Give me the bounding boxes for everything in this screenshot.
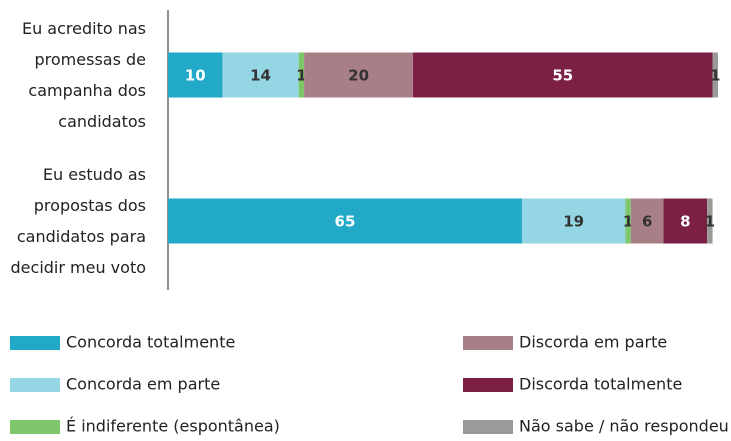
value-label: 14 [250, 67, 271, 85]
legend-swatch [10, 336, 60, 350]
value-label: 1 [710, 67, 720, 85]
bar-segment [712, 52, 718, 98]
legend-label: Discorda totalmente [519, 375, 682, 394]
value-label: 10 [185, 67, 206, 85]
bar-segment [413, 52, 713, 98]
bar-segment [521, 198, 626, 244]
bar-segment [168, 52, 223, 98]
bar-segment [168, 198, 522, 244]
legend-swatch [463, 378, 513, 392]
legend-label: Não sabe / não respondeu [519, 417, 729, 436]
bar-segment [298, 52, 305, 98]
legend-swatch [463, 336, 513, 350]
category-label: Eu acredito nas promessas de campanha do… [21, 19, 146, 131]
value-label: 20 [348, 67, 369, 85]
value-label: 1 [705, 213, 715, 231]
bar-segment [625, 198, 631, 244]
legend-label: Concorda em parte [66, 375, 220, 394]
value-label: 1 [296, 67, 306, 85]
legend-label: É indiferente (espontânea) [66, 417, 280, 436]
legend-swatch [463, 420, 513, 434]
bar-segment [663, 198, 708, 244]
value-label: 8 [680, 213, 690, 231]
legend-label: Concorda totalmente [66, 333, 235, 352]
value-label: 55 [552, 67, 573, 85]
value-label: 1 [623, 213, 633, 231]
legend-swatch [10, 420, 60, 434]
bar-segment [304, 52, 414, 98]
bar-segment [630, 198, 664, 244]
value-label: 65 [335, 213, 356, 231]
bar-segment [222, 52, 299, 98]
category-label: Eu estudo as propostas dos candidatos pa… [10, 165, 146, 277]
legend-swatch [10, 378, 60, 392]
bar-segment [707, 198, 713, 244]
value-label: 6 [642, 213, 652, 231]
legend-label: Discorda em parte [519, 333, 667, 352]
value-label: 19 [563, 213, 584, 231]
